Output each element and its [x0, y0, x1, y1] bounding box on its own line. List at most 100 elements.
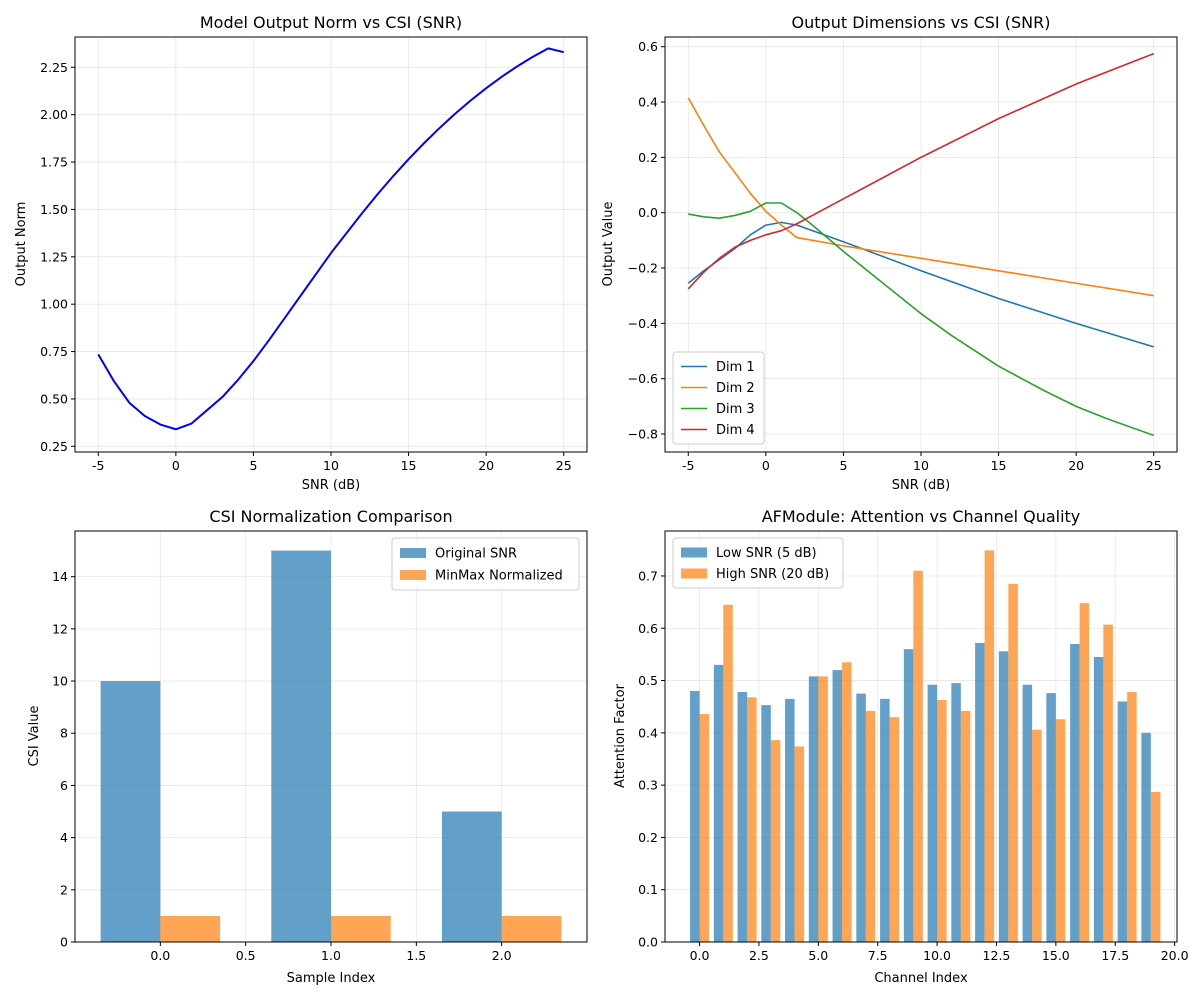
- legend: Original SNR MinMax Normalized: [391, 537, 580, 591]
- y-tick-label: 0.25: [40, 439, 68, 454]
- x-axis-label: Sample Index: [287, 971, 376, 986]
- x-tick-label: 0: [172, 458, 180, 473]
- x-tick-label: -5: [92, 458, 104, 473]
- x-tick-label: 10: [913, 458, 929, 473]
- legend-label: Original SNR: [435, 547, 517, 562]
- y-tick-label: 0.0: [638, 205, 658, 220]
- y-tick-label: 0.4: [638, 95, 658, 110]
- x-tick-label: 15: [401, 458, 417, 473]
- series-line: [687, 52, 1155, 290]
- y-tick-label: −0.8: [628, 427, 658, 442]
- y-tick-label: −0.6: [628, 371, 658, 386]
- x-tick-label: 15: [991, 458, 1007, 473]
- bar: [927, 684, 938, 942]
- bar: [785, 698, 795, 942]
- x-tick-label: 1.5: [406, 948, 426, 963]
- x-tick-label: 5: [839, 458, 847, 473]
- series-line: [97, 47, 564, 431]
- bar: [690, 691, 700, 942]
- y-tick-label: 2.00: [40, 107, 68, 122]
- y-tick-label: 4: [60, 830, 68, 845]
- legend: Dim 1 Dim 2 Dim 3 Dim 4: [672, 351, 765, 445]
- x-tick-label: 15.0: [1042, 948, 1070, 963]
- y-axis-label: CSI Value: [27, 706, 42, 767]
- bar: [699, 714, 710, 942]
- y-tick-label: 2: [60, 882, 68, 897]
- y-tick-label: 2.25: [40, 60, 68, 75]
- bar: [984, 550, 995, 942]
- bar: [865, 710, 876, 942]
- x-tick-label: 20: [478, 458, 494, 473]
- bar: [160, 915, 221, 942]
- bar: [1032, 729, 1042, 942]
- bar: [1127, 692, 1137, 942]
- legend-label: MinMax Normalized: [435, 569, 563, 584]
- bar: [913, 570, 923, 942]
- y-tick-label: 6: [60, 778, 68, 793]
- x-tick-label: 0.0: [150, 948, 170, 963]
- y-tick-label: 1.50: [40, 202, 68, 217]
- y-tick-label: 0.7: [638, 568, 658, 583]
- bar: [960, 710, 971, 942]
- y-tick-label: −0.2: [628, 261, 658, 276]
- bar: [1093, 657, 1104, 942]
- legend: Low SNR (5 dB) High SNR (20 dB): [672, 537, 844, 589]
- axes-frame: [664, 530, 1178, 943]
- y-tick-label: 12: [52, 621, 68, 636]
- y-tick-label: 1.25: [40, 249, 68, 264]
- plot-area: [665, 37, 1177, 452]
- y-tick-label: 0.4: [638, 725, 658, 740]
- bar: [1022, 684, 1033, 942]
- x-tick-label: 25: [556, 458, 572, 473]
- y-tick-label: −0.4: [628, 316, 658, 331]
- bar: [842, 662, 852, 942]
- bar: [723, 604, 733, 942]
- bar: [737, 692, 748, 942]
- bar: [1070, 643, 1080, 942]
- plot-area: [665, 531, 1177, 943]
- legend-swatch: [681, 568, 707, 579]
- y-tick-label: 0: [60, 935, 68, 950]
- y-axis-label: Output Value: [601, 202, 616, 287]
- x-axis-label: Channel Index: [874, 971, 968, 986]
- legend-label: Dim 1: [716, 360, 755, 375]
- x-tick-label: -5: [682, 458, 694, 473]
- bar: [903, 649, 914, 942]
- legend-label: High SNR (20 dB): [716, 567, 829, 582]
- y-axis-label: Attention Factor: [613, 683, 628, 788]
- subplot-csi-normalization: CSI Normalization Comparison Sample Inde…: [27, 507, 588, 986]
- y-tick-label: 0.0: [638, 935, 658, 950]
- bar: [937, 699, 947, 942]
- legend-label: Dim 3: [716, 402, 755, 417]
- plot-area: [75, 37, 587, 452]
- x-tick-label: 0.0: [690, 948, 710, 963]
- series-line: [687, 97, 1154, 297]
- x-axis-label: SNR (dB): [302, 478, 360, 493]
- x-tick-label: 1.0: [321, 948, 341, 963]
- series-line: [687, 221, 1154, 348]
- x-tick-label: 17.5: [1101, 948, 1129, 963]
- legend-label: Low SNR (5 dB): [716, 546, 817, 561]
- bar: [818, 676, 828, 942]
- x-tick-label: 2.0: [492, 948, 512, 963]
- legend-swatch: [400, 548, 426, 558]
- bar: [747, 697, 757, 942]
- bar: [1150, 791, 1161, 942]
- bar: [1055, 719, 1066, 942]
- legend-frame: [672, 537, 844, 589]
- y-tick-label: 0.2: [638, 830, 658, 845]
- bar: [1008, 583, 1018, 942]
- y-axis-label: Output Norm: [14, 202, 29, 287]
- x-tick-label: 2.5: [749, 948, 769, 963]
- y-tick-label: 0.50: [40, 391, 68, 406]
- chart-title: CSI Normalization Comparison: [209, 507, 452, 526]
- x-tick-label: 0.5: [236, 948, 256, 963]
- bar: [501, 915, 562, 942]
- series-line: [688, 202, 1154, 437]
- bar: [998, 651, 1009, 942]
- subplot-attention-factor: AFModule: Attention vs Channel Quality C…: [613, 507, 1189, 986]
- y-tick-label: 14: [52, 569, 68, 584]
- bar: [1046, 693, 1056, 942]
- subplot-output-dimensions: Output Dimensions vs CSI (SNR) SNR (dB) …: [601, 13, 1178, 493]
- bar: [1141, 732, 1151, 942]
